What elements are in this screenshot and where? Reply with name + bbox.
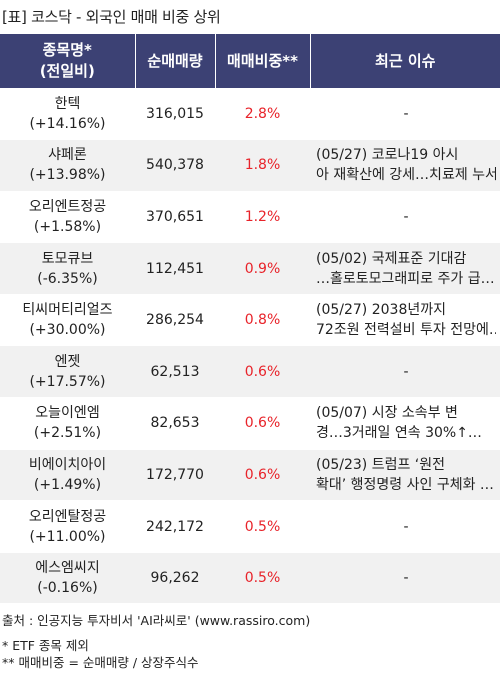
stock-name: 엔젯 <box>54 353 81 370</box>
price-change: (+14.16%) <box>29 115 106 132</box>
price-change: (+17.57%) <box>29 373 106 390</box>
stock-name-cell: 오늘이엔엠 (+2.51%) <box>0 397 135 450</box>
trade-ratio: 1.2% <box>215 191 310 244</box>
trade-ratio: 0.9% <box>215 242 310 295</box>
stock-name: 티씨머티리얼즈 <box>22 302 113 319</box>
table-title: [표] 코스닥 - 외국인 매매 비중 상위 <box>2 8 221 26</box>
table-row: 엔젯 (+17.57%) 62,513 0.6% - <box>0 345 500 399</box>
recent-issue: - <box>310 500 500 553</box>
price-change: (+1.49%) <box>33 476 102 493</box>
issue-line-1: (05/02) 국제표준 기대감 <box>316 250 467 267</box>
issue-line-1: (05/23) 트럼프 ‘원전 <box>316 456 446 473</box>
trade-ratio: 1.8% <box>215 139 310 192</box>
table-row: 샤페론 (+13.98%) 540,378 1.8% (05/27) 코로나19 아시 아… <box>0 139 500 192</box>
price-change: (+2.51%) <box>33 425 102 442</box>
header-stock-name-label: 종목명* <box>42 41 92 59</box>
stock-name: 오리엔탈정공 <box>28 508 107 525</box>
table-row: 에스엠씨지 (-0.16%) 96,262 0.5% - <box>0 552 500 605</box>
issue-line-1: - <box>403 363 409 380</box>
header-trade-ratio: 매매비중** <box>215 34 311 88</box>
price-change: (+30.00%) <box>29 322 106 339</box>
table-row: 오리엔탈정공 (+11.00%) 242,172 0.5% - <box>0 500 500 553</box>
issue-line-1: - <box>403 570 409 587</box>
net-volume: 316,015 <box>135 88 215 141</box>
stock-name: 오늘이엔엠 <box>35 405 100 422</box>
issue-line-2: 아 재확산에 강세…치료제 누서 <box>316 167 496 184</box>
stock-name: 에스엠씨지 <box>35 560 100 577</box>
net-volume: 286,254 <box>135 294 215 347</box>
issue-line-2: 72조원 전력설비 투자 전망에… <box>316 322 496 339</box>
issue-line-2: …홀로토모그래피로 주가 급… <box>316 270 495 287</box>
stock-name-cell: 오리엔탈정공 (+11.00%) <box>0 500 135 553</box>
net-volume: 62,513 <box>135 345 215 399</box>
issue-line-1: - <box>403 208 409 225</box>
table-row: 티씨머티리얼즈 (+30.00%) 286,254 0.8% (05/27) 2038년… <box>0 294 500 347</box>
table-header-row: 종목명* (전일비) 순매매량 매매비중** 최근 이슈 <box>0 34 500 88</box>
ratio-definition-note: ** 매매비중 = 순매매량 / 상장주식수 <box>2 655 199 670</box>
trade-ratio: 0.8% <box>215 294 310 347</box>
stock-name-cell: 비에이치아이 (+1.49%) <box>0 449 135 502</box>
stock-name: 토모큐브 <box>41 250 94 267</box>
trade-ratio: 2.8% <box>215 88 310 141</box>
stock-name-cell: 샤페론 (+13.98%) <box>0 139 135 192</box>
stock-name-cell: 오리엔트정공 (+1.58%) <box>0 191 135 244</box>
recent-issue[interactable]: (05/27) 2038년까지 72조원 전력설비 투자 전망에… <box>310 294 500 347</box>
stock-name: 비에이치아이 <box>28 456 107 473</box>
net-volume: 112,451 <box>135 242 215 295</box>
recent-issue: - <box>310 552 500 605</box>
net-volume: 540,378 <box>135 139 215 192</box>
issue-line-1: - <box>403 518 409 535</box>
issue-line-2: 확대’ 행정명령 사인 구체화 … <box>316 476 494 493</box>
stock-name-cell: 티씨머티리얼즈 (+30.00%) <box>0 294 135 347</box>
header-recent-issue: 최근 이슈 <box>310 34 500 88</box>
trade-ratio: 0.6% <box>215 345 310 399</box>
net-volume: 370,651 <box>135 191 215 244</box>
net-volume: 96,262 <box>135 552 215 605</box>
price-change: (+11.00%) <box>29 528 106 545</box>
issue-line-1: (05/07) 시장 소속부 변 <box>316 405 458 422</box>
stock-name: 오리엔트정공 <box>28 198 107 215</box>
issue-line-1: (05/27) 2038년까지 <box>316 302 446 319</box>
stock-name-cell: 엔젯 (+17.57%) <box>0 345 135 399</box>
header-net-volume: 순매매량 <box>135 34 216 88</box>
stock-name: 한텍 <box>54 95 81 112</box>
net-volume: 82,653 <box>135 397 215 450</box>
foreign-trade-table: 종목명* (전일비) 순매매량 매매비중** 최근 이슈 한텍 (+14.16%)… <box>0 34 500 605</box>
table-row: 비에이치아이 (+1.49%) 172,770 0.6% (05/23) 트럼프 ‘원전… <box>0 449 500 502</box>
table-row: 오리엔트정공 (+1.58%) 370,651 1.2% - <box>0 191 500 244</box>
recent-issue: - <box>310 345 500 399</box>
header-stock-name-sub: (전일비) <box>39 62 95 80</box>
source-note: 출처 : 인공지능 투자비서 'AI라씨로' (www.rassiro.com) <box>2 613 311 628</box>
trade-ratio: 0.5% <box>215 552 310 605</box>
header-stock-name: 종목명* (전일비) <box>0 34 136 88</box>
net-volume: 242,172 <box>135 500 215 553</box>
price-change: (+1.58%) <box>33 218 102 235</box>
issue-line-1: (05/27) 코로나19 아시 <box>316 147 459 164</box>
stock-name-cell: 에스엠씨지 (-0.16%) <box>0 552 135 605</box>
price-change: (-6.35%) <box>37 270 98 287</box>
stock-name-cell: 토모큐브 (-6.35%) <box>0 242 135 295</box>
recent-issue: - <box>310 191 500 244</box>
recent-issue[interactable]: (05/02) 국제표준 기대감 …홀로토모그래피로 주가 급… <box>310 242 500 295</box>
table-row: 토모큐브 (-6.35%) 112,451 0.9% (05/02) 국제표준 기대감 …… <box>0 242 500 295</box>
price-change: (-0.16%) <box>37 580 98 597</box>
net-volume: 172,770 <box>135 449 215 502</box>
stock-name-cell: 한텍 (+14.16%) <box>0 88 135 141</box>
issue-line-2: 경…3거래일 연속 30%↑… <box>316 425 482 442</box>
issue-line-1: - <box>403 105 409 122</box>
recent-issue: - <box>310 88 500 141</box>
stock-name: 샤페론 <box>48 147 87 164</box>
price-change: (+13.98%) <box>29 167 106 184</box>
table-row: 한텍 (+14.16%) 316,015 2.8% - <box>0 88 500 141</box>
trade-ratio: 0.5% <box>215 500 310 553</box>
trade-ratio: 0.6% <box>215 449 310 502</box>
trade-ratio: 0.6% <box>215 397 310 450</box>
etf-note: * ETF 종목 제외 <box>2 638 89 653</box>
